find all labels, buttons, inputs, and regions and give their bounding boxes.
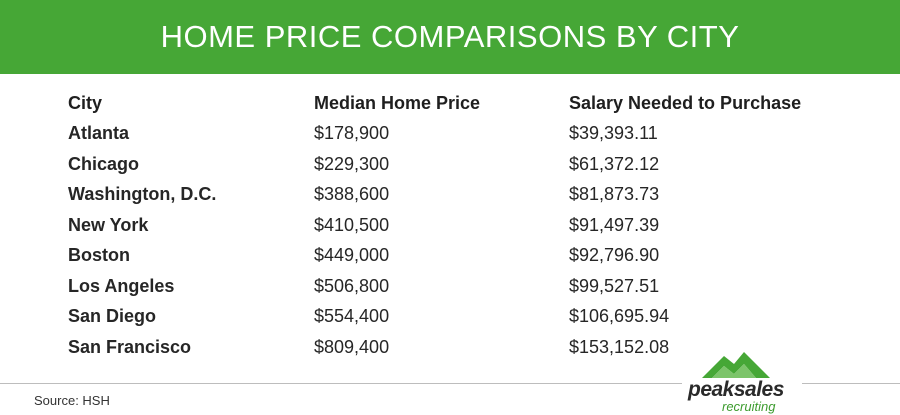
- cell-median-price: $554,400: [314, 306, 390, 327]
- table-row: New York $410,500 $91,497.39: [68, 210, 839, 241]
- cell-salary: $92,796.90: [569, 245, 660, 266]
- cell-city: San Diego: [68, 306, 157, 327]
- logo-wordmark: peaksales: [688, 378, 784, 401]
- cell-salary: $39,393.11: [569, 123, 658, 144]
- cell-salary: $81,873.73: [569, 184, 660, 205]
- footer-divider-right: [802, 383, 900, 384]
- table-row: Chicago $229,300 $61,372.12: [68, 149, 839, 180]
- header-row: City Median Home Price Salary Needed to …: [68, 88, 839, 119]
- table-row: San Diego $554,400 $106,695.94: [68, 302, 839, 333]
- cell-city: Atlanta: [68, 123, 130, 144]
- column-header-salary: Salary Needed to Purchase: [569, 92, 802, 113]
- cell-median-price: $410,500: [314, 214, 390, 235]
- table-row: Boston $449,000 $92,796.90: [68, 241, 839, 272]
- column-header-median-price: Median Home Price: [314, 92, 481, 113]
- cell-salary: $99,527.51: [569, 275, 660, 296]
- cell-city: San Francisco: [68, 336, 192, 357]
- footer-divider: [0, 383, 682, 384]
- table-row: Atlanta $178,900 $39,393.11: [68, 119, 839, 150]
- cell-salary: $106,695.94: [569, 306, 670, 327]
- table-row: Washington, D.C. $388,600 $81,873.73: [68, 180, 839, 211]
- logo-tagline: recruiting: [722, 399, 776, 414]
- cell-median-price: $449,000: [314, 245, 390, 266]
- cell-salary: $153,152.08: [569, 336, 670, 357]
- cell-median-price: $178,900: [314, 123, 390, 144]
- peaksales-logo: peaksales recruiting: [682, 348, 802, 415]
- cell-city: Chicago: [68, 153, 140, 174]
- table-row: Los Angeles $506,800 $99,527.51: [68, 271, 839, 302]
- cell-city: Boston: [68, 245, 130, 266]
- price-table: City Median Home Price Salary Needed to …: [68, 88, 839, 363]
- source-note: Source: HSH: [34, 393, 110, 408]
- cell-median-price: $809,400: [314, 336, 390, 357]
- cell-median-price: $388,600: [314, 184, 390, 205]
- column-header-city: City: [68, 92, 103, 113]
- table-body: Atlanta $178,900 $39,393.11 Chicago $229,300…: [68, 119, 839, 363]
- cell-salary: $61,372.12: [569, 153, 660, 174]
- cell-median-price: $229,300: [314, 153, 390, 174]
- cell-median-price: $506,800: [314, 275, 390, 296]
- mountain-icon: [702, 352, 770, 378]
- cell-city: Washington, D.C.: [68, 184, 217, 205]
- table-row: San Francisco $809,400 $153,152.08: [68, 332, 839, 363]
- cell-city: New York: [68, 214, 149, 235]
- title-banner: HOME PRICE COMPARISONS BY CITY: [0, 0, 900, 74]
- cell-salary: $91,497.39: [569, 214, 660, 235]
- cell-city: Los Angeles: [68, 275, 175, 296]
- page-title: HOME PRICE COMPARISONS BY CITY: [160, 19, 740, 54]
